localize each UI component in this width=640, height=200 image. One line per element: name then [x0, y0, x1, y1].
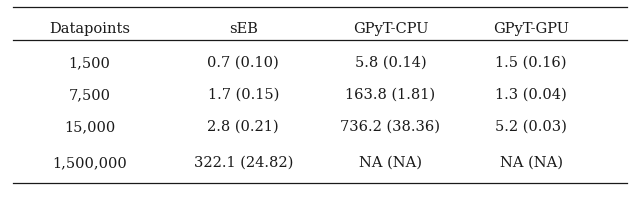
Text: 322.1 (24.82): 322.1 (24.82) [193, 156, 293, 170]
Text: 1,500: 1,500 [68, 56, 111, 70]
Text: 1.3 (0.04): 1.3 (0.04) [495, 88, 567, 102]
Text: GPyT-GPU: GPyT-GPU [493, 22, 569, 36]
Text: 0.7 (0.10): 0.7 (0.10) [207, 56, 279, 70]
Text: 163.8 (1.81): 163.8 (1.81) [346, 88, 435, 102]
Text: GPyT-CPU: GPyT-CPU [353, 22, 428, 36]
Text: 1,500,000: 1,500,000 [52, 156, 127, 170]
Text: sEB: sEB [228, 22, 258, 36]
Text: 2.8 (0.21): 2.8 (0.21) [207, 120, 279, 134]
Text: NA (NA): NA (NA) [500, 156, 563, 170]
Text: 1.7 (0.15): 1.7 (0.15) [207, 88, 279, 102]
Text: 5.2 (0.03): 5.2 (0.03) [495, 120, 567, 134]
Text: 736.2 (38.36): 736.2 (38.36) [340, 120, 440, 134]
Text: 15,000: 15,000 [64, 120, 115, 134]
Text: 1.5 (0.16): 1.5 (0.16) [495, 56, 567, 70]
Text: Datapoints: Datapoints [49, 22, 130, 36]
Text: 7,500: 7,500 [68, 88, 111, 102]
Text: NA (NA): NA (NA) [359, 156, 422, 170]
Text: 5.8 (0.14): 5.8 (0.14) [355, 56, 426, 70]
